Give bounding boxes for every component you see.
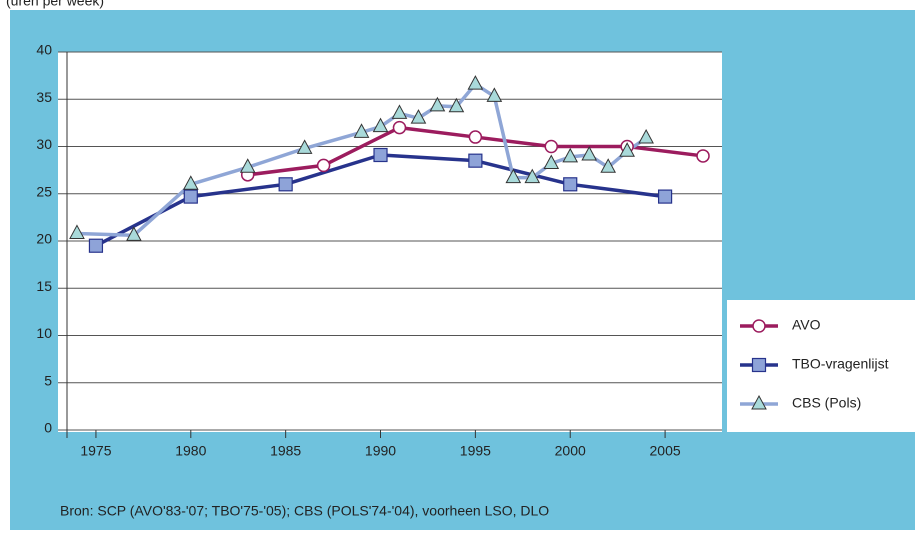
x-tick-label: 2000: [555, 443, 586, 459]
marker: [657, 189, 673, 204]
marker: [468, 130, 483, 144]
marker: [751, 357, 767, 373]
marker: [391, 104, 408, 119]
marker: [372, 117, 389, 133]
marker: [392, 120, 407, 135]
marker: [182, 175, 199, 190]
marker: [486, 87, 503, 102]
x-tick-label: 2005: [650, 443, 681, 459]
marker: [296, 139, 313, 154]
marker: [429, 96, 446, 112]
marker: [751, 394, 767, 410]
marker: [278, 177, 293, 192]
marker: [543, 154, 560, 170]
marker: [505, 168, 522, 184]
source-note: Bron: SCP (AVO'83-'07; TBO'75-'05); CBS …: [60, 503, 549, 519]
marker: [467, 75, 484, 90]
legend-label: CBS (Pols): [792, 395, 861, 411]
marker: [524, 168, 541, 184]
x-tick-label: 1980: [175, 443, 206, 459]
marker: [410, 109, 427, 124]
marker: [126, 226, 142, 241]
marker: [581, 145, 598, 161]
legend-label: AVO: [792, 317, 821, 333]
y-tick-label: 15: [36, 278, 52, 294]
marker: [468, 153, 483, 168]
marker: [183, 189, 198, 204]
x-tick-label: 1990: [365, 443, 396, 459]
chart-subtitle: (uren per week): [6, 0, 104, 9]
marker: [239, 158, 256, 173]
marker: [619, 142, 635, 157]
plot-area: [58, 52, 722, 432]
marker: [69, 224, 85, 239]
x-tick-label: 1975: [80, 443, 111, 459]
y-tick-label: 5: [44, 372, 52, 388]
y-tick-label: 35: [36, 89, 52, 105]
marker: [600, 158, 617, 173]
marker: [752, 319, 766, 333]
marker: [353, 123, 370, 138]
marker: [316, 158, 331, 173]
marker: [544, 139, 559, 154]
y-tick-label: 20: [36, 231, 52, 247]
y-tick-label: 0: [44, 420, 52, 436]
marker: [696, 149, 710, 163]
marker: [448, 97, 465, 113]
y-tick-label: 10: [36, 325, 52, 341]
y-tick-label: 30: [36, 136, 52, 152]
y-tick-label: 25: [36, 183, 52, 199]
marker: [638, 128, 654, 144]
y-tick-label: 40: [36, 42, 52, 58]
marker: [373, 147, 388, 163]
legend-label: TBO-vragenlijst: [792, 356, 889, 372]
marker: [563, 177, 578, 192]
x-tick-label: 1985: [270, 443, 301, 459]
x-tick-label: 1995: [460, 443, 491, 459]
marker: [88, 238, 104, 253]
marker: [562, 147, 579, 163]
